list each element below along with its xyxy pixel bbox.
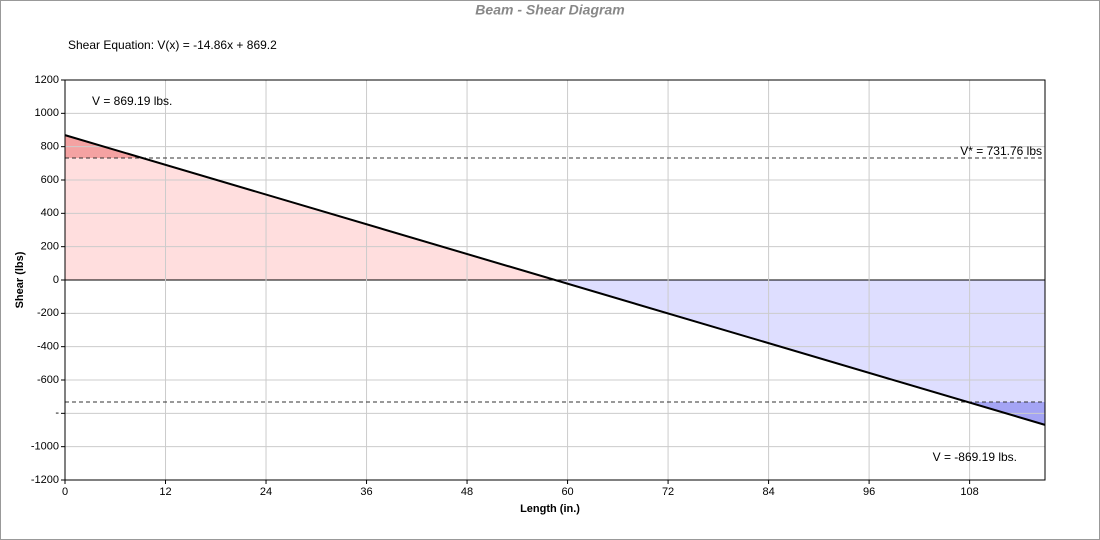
x-tick-label: 12 (159, 486, 171, 498)
x-tick-label: 36 (360, 486, 372, 498)
y-tick-label: 400 (41, 207, 59, 219)
x-tick-label: 84 (762, 486, 774, 498)
y-tick-label: - (55, 407, 59, 419)
y-tick-label: 600 (41, 174, 59, 186)
x-tick-label: 72 (662, 486, 674, 498)
y-tick-label: -400 (37, 341, 59, 353)
y-tick-label: 0 (53, 274, 59, 286)
x-axis-label: Length (in.) (520, 503, 580, 515)
x-tick-label: 0 (62, 486, 68, 498)
y-tick-label: -1200 (31, 474, 59, 486)
x-tick-label: 24 (260, 486, 272, 498)
subtitle: Shear Equation: V(x) = -14.86x + 869.2 (68, 38, 277, 52)
plot-border (64, 79, 1046, 481)
y-axis-label: Shear (lbs) (14, 251, 26, 308)
shear-line (64, 134, 1046, 426)
x-tick-label: 96 (863, 486, 875, 498)
limit-label: V* = 731.76 lbs (960, 144, 1042, 158)
y-tick-label: 1200 (35, 74, 59, 86)
x-tick-label: 108 (960, 486, 978, 498)
y-tick-label: -200 (37, 307, 59, 319)
chart-title: Beam - Shear Diagram (475, 2, 624, 18)
x-tick-label: 60 (561, 486, 573, 498)
x-tick-label: 48 (461, 486, 473, 498)
y-tick-label: 200 (41, 241, 59, 253)
y-tick-label: -1000 (31, 441, 59, 453)
y-tick-label: 800 (41, 141, 59, 153)
y-tick-label: -600 (37, 374, 59, 386)
annotation: V = 869.19 lbs. (92, 94, 172, 108)
y-tick-label: 1000 (35, 107, 59, 119)
annotation: V = -869.19 lbs. (933, 450, 1017, 464)
